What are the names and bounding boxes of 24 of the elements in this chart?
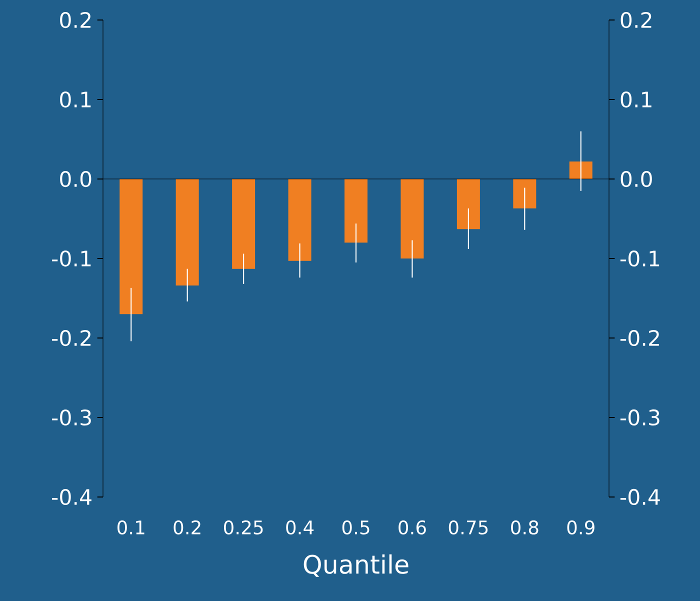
y2-tick-label: 0.0	[60, 170, 92, 188]
x-tick-label: 0.25	[224, 520, 263, 535]
y2-tick-label: 0.1	[60, 91, 91, 108]
x-tick-label: 0.9	[567, 520, 594, 535]
y-tick-label: -0.4	[620, 488, 660, 506]
y2-tick-label: 0.2	[60, 12, 90, 28]
y-tick-label: -0.2	[620, 330, 659, 346]
y-tick-label: -0.3	[620, 409, 660, 426]
y2-tick-label: -0.3	[52, 409, 91, 426]
x-tick-label: 0.4	[286, 520, 314, 535]
x-tick-label: 0.2	[174, 520, 200, 535]
y2-tick-label: -0.4	[52, 488, 92, 506]
y-tick-label: -0.1	[620, 250, 660, 267]
x-tick-label: 0.8	[511, 520, 538, 535]
x-axis-title: Quantile	[304, 554, 408, 577]
y-tick-label: 0.2	[620, 12, 652, 28]
y-tick-label: 0.1	[620, 91, 652, 108]
y2-tick-label: -0.1	[52, 250, 91, 267]
x-tick-label: 0.75	[448, 520, 488, 535]
x-tick-label: 0.6	[398, 520, 426, 535]
y-tick-label: 0.0	[620, 170, 652, 188]
x-tick-label: 0.5	[342, 520, 370, 535]
x-tick-label: 0.1	[118, 520, 144, 535]
y2-tick-label: -0.2	[52, 330, 90, 346]
